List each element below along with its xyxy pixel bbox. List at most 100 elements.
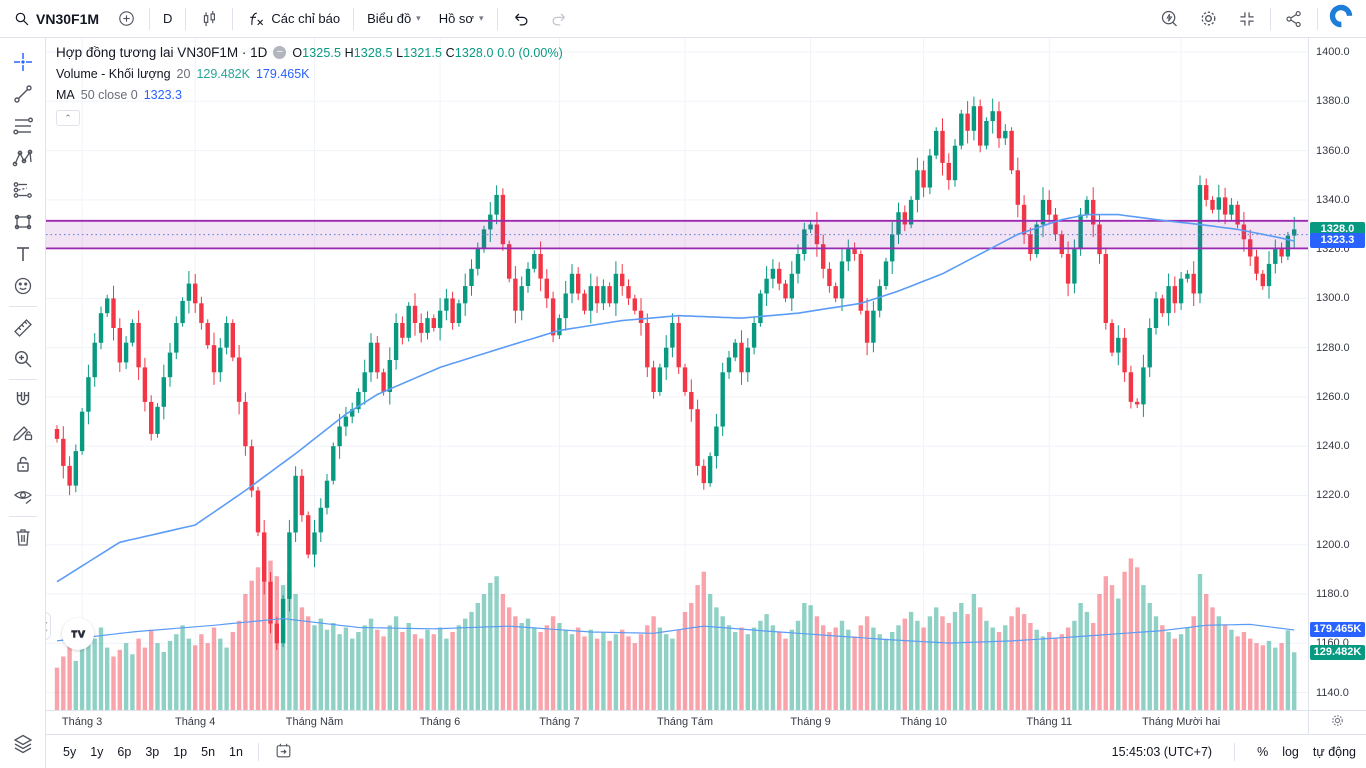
interval-label: D xyxy=(163,11,173,26)
chart-area[interactable]: Hợp đồng tương lai VN30F1M · 1D – O1325.… xyxy=(46,38,1308,710)
range-button-1y[interactable]: 1y xyxy=(90,744,104,759)
redo-icon xyxy=(549,9,569,29)
settings-button[interactable] xyxy=(1189,4,1228,34)
price-tick-label: 1220.0 xyxy=(1316,489,1350,502)
price-tick-label: 1140.0 xyxy=(1316,686,1349,699)
left-toolbar xyxy=(0,38,46,768)
share-button[interactable] xyxy=(1275,4,1313,34)
share-icon xyxy=(1284,9,1304,29)
tool-projection[interactable] xyxy=(4,174,42,206)
tool-fib-retracement[interactable] xyxy=(4,110,42,142)
range-button-1p[interactable]: 1p xyxy=(173,744,188,759)
legend-symbol-title: Hợp đồng tương lai VN30F1M · 1D xyxy=(56,45,268,60)
tool-lock-all[interactable] xyxy=(4,448,42,480)
axis-gear-icon xyxy=(1330,713,1345,733)
indicators-button[interactable]: Các chỉ báo xyxy=(237,4,349,34)
percent-scale-toggle[interactable]: % xyxy=(1257,744,1269,759)
toolbar-separator xyxy=(149,7,151,30)
time-tick-label: Tháng 9 xyxy=(790,716,831,728)
ma-study-params: 50 close 0 xyxy=(80,87,138,102)
toolbar-divider xyxy=(8,306,37,307)
undo-icon xyxy=(511,9,531,29)
chart-menu-label: Biểu đồ xyxy=(367,11,412,26)
chart-style-button[interactable] xyxy=(190,4,228,34)
tool-remove-drawings[interactable] xyxy=(4,521,42,553)
symbol-search-button[interactable]: VN30F1M xyxy=(4,4,108,34)
tool-emoji[interactable] xyxy=(4,270,42,302)
tradingview-watermark[interactable] xyxy=(62,618,94,650)
tool-trend-line[interactable] xyxy=(4,78,42,110)
tool-xabcd-pattern[interactable] xyxy=(4,142,42,174)
price-axis[interactable]: 1400.0 1380.0 1360.0 1340.0 1320.0 1300.0 1280… xyxy=(1308,38,1366,710)
auto-scale-toggle[interactable]: tự động xyxy=(1312,744,1356,759)
indicators-label: Các chỉ báo xyxy=(271,11,341,26)
chart-menu-button[interactable]: Biểu đồ ▾ xyxy=(358,4,430,34)
legend-collapse-button[interactable]: ⌃ xyxy=(56,110,80,126)
volume-study-label: Volume - Khối lượng xyxy=(56,66,171,81)
tool-magnet[interactable] xyxy=(4,384,42,416)
profile-menu-button[interactable]: Hồ sơ ▾ xyxy=(430,4,493,34)
go-to-date-button[interactable] xyxy=(267,738,300,766)
broker-logo[interactable] xyxy=(1328,3,1354,34)
time-tick-label: Tháng Năm xyxy=(285,716,344,728)
toolbar-separator xyxy=(496,7,498,30)
toolbar-separator xyxy=(353,7,355,30)
undo-button[interactable] xyxy=(502,4,540,34)
price-tick-label: 1260.0 xyxy=(1316,390,1350,403)
price-tick-label: 1340.0 xyxy=(1316,193,1350,206)
fullscreen-button[interactable] xyxy=(1228,4,1266,34)
range-button-1n[interactable]: 1n xyxy=(229,744,243,759)
price-tick-label: 1400.0 xyxy=(1316,46,1350,59)
price-label-badge: 1328.0 xyxy=(1310,221,1365,237)
clock[interactable]: 15:45:03 (UTC+7) xyxy=(1111,744,1213,759)
tool-text[interactable] xyxy=(4,238,42,270)
object-tree-button[interactable] xyxy=(4,728,42,760)
alert-button[interactable] xyxy=(1150,4,1189,34)
plus-circle-icon xyxy=(117,9,136,28)
time-tick-label: Tháng 6 xyxy=(419,716,461,728)
price-tick-label: 1240.0 xyxy=(1316,440,1350,453)
range-button-5y[interactable]: 5y xyxy=(63,744,77,759)
legend-main-row[interactable]: Hợp đồng tương lai VN30F1M · 1D – O1325.… xyxy=(56,42,563,63)
volume-value: 129.482K xyxy=(196,66,250,81)
symbol-name: VN30F1M xyxy=(36,10,100,27)
tool-hide-all[interactable] xyxy=(4,480,42,512)
ma-value: 1323.3 xyxy=(143,87,182,102)
ma-study-label: MA xyxy=(56,87,75,102)
toolbar-separator xyxy=(185,7,187,30)
legend-volume-row[interactable]: Volume - Khối lượng 20 129.482K 179.465K xyxy=(56,63,563,84)
tool-crosshair[interactable] xyxy=(4,46,42,78)
range-button-6p[interactable]: 6p xyxy=(117,744,132,759)
tool-rectangle[interactable] xyxy=(4,206,42,238)
time-tick-label: Tháng 7 xyxy=(539,716,580,728)
volume-label-badge: 179.465K xyxy=(1310,622,1365,638)
log-scale-toggle[interactable]: log xyxy=(1282,744,1299,759)
range-button-5n[interactable]: 5n xyxy=(201,744,216,759)
time-axis[interactable]: Tháng 3 Tháng 4 Tháng Năm Tháng 6 Tháng 7 Thá… xyxy=(46,710,1308,734)
legend-source-icon[interactable]: – xyxy=(273,46,287,59)
price-tick-label: 1300.0 xyxy=(1316,292,1350,305)
chart-legend: Hợp đồng tương lai VN30F1M · 1D – O1325.… xyxy=(56,42,563,126)
gear-icon xyxy=(1198,8,1219,29)
range-button-3p[interactable]: 3p xyxy=(145,744,160,759)
toolbar-separator xyxy=(232,7,234,30)
legend-ma-row[interactable]: MA 50 close 0 1323.3 xyxy=(56,84,563,105)
fx-icon xyxy=(246,9,266,29)
toolbar-separator xyxy=(1317,7,1318,30)
tool-zoom-in[interactable] xyxy=(4,343,42,375)
redo-button[interactable] xyxy=(540,4,578,34)
bottom-right-controls: 15:45:03 (UTC+7) % log tự động xyxy=(1111,742,1356,761)
toolbar-divider xyxy=(8,516,37,517)
interval-button[interactable]: D xyxy=(154,4,181,34)
tool-measure[interactable] xyxy=(4,311,42,343)
compare-add-symbol-button[interactable] xyxy=(108,4,145,34)
time-tick-label: Tháng Mười hai xyxy=(1142,716,1221,728)
axis-settings-corner[interactable] xyxy=(1308,710,1366,734)
price-label-badge: 1323.3 xyxy=(1310,233,1365,249)
tool-drawing-mode-lock[interactable] xyxy=(4,416,42,448)
price-chart-canvas[interactable] xyxy=(46,38,1308,710)
chevron-down-icon: ▾ xyxy=(416,13,421,23)
time-tick-label: Tháng 4 xyxy=(174,716,216,728)
alert-icon xyxy=(1159,8,1180,29)
